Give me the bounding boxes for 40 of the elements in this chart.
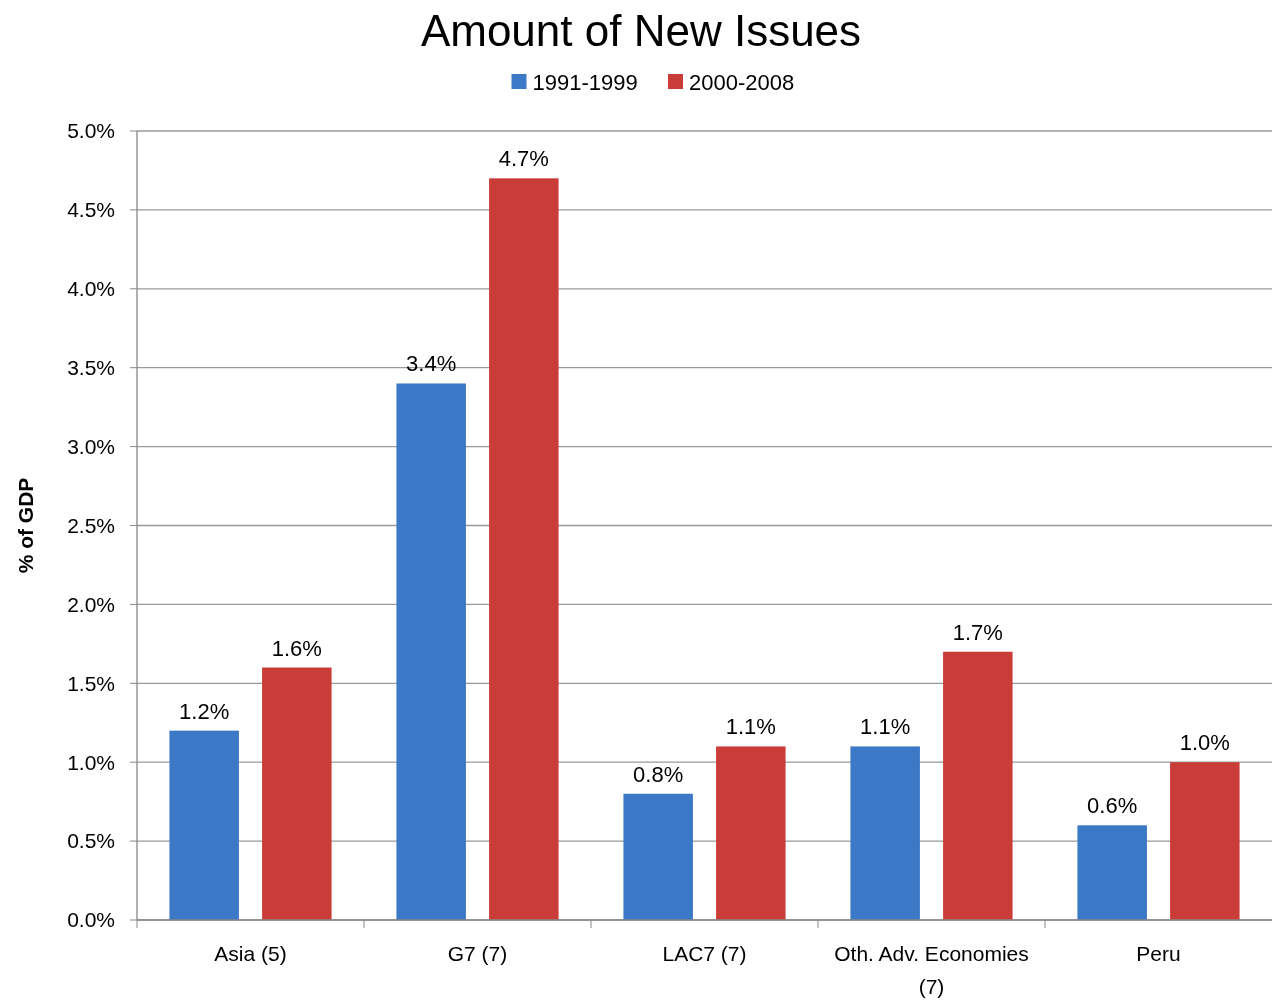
- y-tick-label: 4.5%: [67, 198, 115, 222]
- bar: [262, 667, 332, 920]
- bar: [1170, 762, 1240, 920]
- bar: [489, 178, 559, 920]
- y-tick-label: 0.5%: [67, 829, 115, 853]
- y-tick-label: 3.0%: [67, 434, 115, 458]
- y-tick-label: 1.5%: [67, 671, 115, 695]
- legend-label: 1991-1999: [532, 69, 638, 95]
- x-tick-label: G7 (7): [447, 942, 508, 965]
- y-tick-label: 3.5%: [67, 356, 115, 380]
- data-label: 1.2%: [179, 698, 230, 724]
- x-tick-label: Asia (5): [214, 942, 287, 965]
- legend-label: 2000-2008: [689, 69, 795, 95]
- bar: [716, 746, 786, 920]
- bar: [169, 730, 239, 920]
- y-tick-label: 5.0%: [67, 119, 115, 143]
- data-label: 1.1%: [860, 714, 911, 740]
- x-tick-label: LAC7 (7): [662, 942, 747, 965]
- data-label: 0.6%: [1087, 793, 1138, 819]
- data-label: 1.1%: [725, 714, 776, 740]
- data-label: 0.8%: [633, 761, 684, 787]
- data-label: 1.6%: [271, 635, 322, 661]
- y-tick-label: 4.0%: [67, 277, 115, 301]
- data-label: 4.7%: [498, 146, 549, 172]
- x-tick-label: Oth. Adv. Economies (7): [834, 942, 1029, 998]
- y-tick-label: 2.0%: [67, 592, 115, 616]
- bar: [943, 651, 1013, 920]
- chart-title: Amount of New Issues: [420, 6, 862, 55]
- bar: [850, 746, 920, 920]
- bar: [396, 383, 466, 920]
- x-tick-label: Peru: [1136, 942, 1181, 965]
- bar: [1077, 825, 1147, 920]
- data-label: 1.7%: [952, 619, 1003, 645]
- y-tick-label: 0.0%: [67, 908, 115, 932]
- y-tick-label: 1.0%: [67, 750, 115, 774]
- data-label: 3.4%: [406, 351, 457, 377]
- bar: [623, 793, 693, 920]
- data-label: 1.0%: [1179, 730, 1230, 756]
- y-tick-label: 2.5%: [67, 513, 115, 537]
- y-axis-title: % of GDP: [14, 477, 37, 574]
